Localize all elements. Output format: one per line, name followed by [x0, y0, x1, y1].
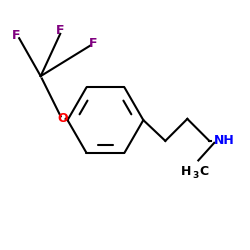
Text: H: H — [180, 165, 191, 178]
Text: F: F — [56, 24, 64, 38]
Text: F: F — [89, 36, 98, 50]
Text: NH: NH — [214, 134, 235, 147]
Text: 3: 3 — [192, 171, 198, 180]
Text: C: C — [200, 165, 209, 178]
Text: F: F — [12, 29, 20, 42]
Text: O: O — [57, 112, 68, 126]
